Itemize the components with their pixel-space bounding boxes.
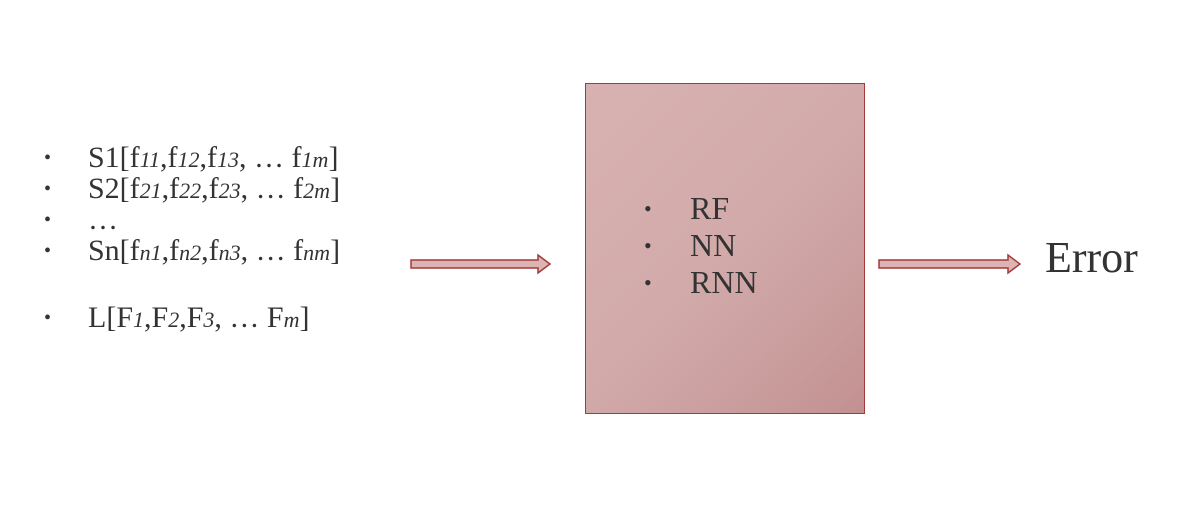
bullet: • <box>44 178 52 200</box>
text-segment: ,f <box>199 141 218 174</box>
model-item-rnn: • RNN <box>644 264 758 301</box>
bullet: • <box>44 209 52 231</box>
text-segment: ] <box>330 172 341 205</box>
model-list: • RF • NN • RNN <box>644 190 758 301</box>
text-segment: ] <box>328 141 339 174</box>
model-label: RNN <box>690 264 758 300</box>
text-segment: ,f <box>161 172 180 205</box>
text-segment: ,F <box>179 301 204 334</box>
text-segment: , … f <box>240 172 304 205</box>
italic-index: 21 <box>139 178 162 203</box>
bullet: • <box>44 147 52 169</box>
text-segment: ,f <box>160 141 178 174</box>
model-label: NN <box>690 227 737 263</box>
text-segment: S1[f <box>88 141 140 174</box>
italic-index: 2 <box>168 307 180 332</box>
bullet: • <box>644 270 652 295</box>
italic-index: 2m <box>303 178 331 203</box>
text-segment: , … F <box>214 301 284 334</box>
input-to-model-arrow <box>410 253 552 275</box>
italic-index: 3 <box>203 307 215 332</box>
list-item: • Sn[f n1 ,f n2 ,f n3, … f nm] <box>44 235 340 266</box>
model-item-rf: • RF <box>644 190 758 227</box>
text-segment: S2[f <box>88 172 140 205</box>
text-segment: ] <box>299 301 310 334</box>
text-segment: ] <box>330 234 341 267</box>
arrow-shape <box>410 253 552 275</box>
output-error-label: Error <box>1045 233 1138 282</box>
sequence-s1-text: S1[f 11 ,f 12 ,f 13, … f 1m] <box>88 142 338 175</box>
model-box: • RF • NN • RNN <box>585 83 865 414</box>
model-item-nn: • NN <box>644 227 758 264</box>
model-label: RF <box>690 190 730 226</box>
italic-index: 1m <box>301 147 329 172</box>
italic-index: 22 <box>179 178 202 203</box>
italic-index: 12 <box>177 147 200 172</box>
text-segment: L[F <box>88 301 133 334</box>
text-segment: ,f <box>161 234 180 267</box>
text-segment: ,f <box>201 234 219 267</box>
input-feature-list: • S1[f 11 ,f 12 ,f 13, … f 1m] • S2[f 21 ,f 22 ,f 2… <box>44 142 340 333</box>
italic-index: n2 <box>179 240 202 265</box>
italic-index: 23 <box>218 178 241 203</box>
list-item: • S1[f 11 ,f 12 ,f 13, … f 1m] <box>44 142 340 173</box>
list-item: • S2[f 21 ,f 22 ,f 23, … f 2m] <box>44 173 340 204</box>
ellipsis-text: … <box>88 204 118 235</box>
italic-index: n1 <box>139 240 162 265</box>
text-segment: ,f <box>201 172 219 205</box>
bullet: • <box>644 196 652 221</box>
text-segment: ,F <box>144 301 169 334</box>
sequence-s2-text: S2[f 21 ,f 22 ,f 23, … f 2m] <box>88 173 340 206</box>
italic-index: n3 <box>218 240 241 265</box>
text-segment: , … f <box>239 141 302 174</box>
bullet: • <box>44 240 52 262</box>
italic-index: 11 <box>139 147 161 172</box>
italic-index: 1 <box>133 307 144 332</box>
text-segment: Sn[f <box>88 234 140 267</box>
model-to-output-arrow <box>878 253 1022 275</box>
sequence-sn-text: Sn[f n1 ,f n2 ,f n3, … f nm] <box>88 235 340 268</box>
text-segment: … <box>88 203 118 236</box>
bullet: • <box>44 307 52 329</box>
bullet: • <box>644 233 652 258</box>
text-segment: , … f <box>240 234 304 267</box>
italic-index: 13 <box>217 147 240 172</box>
arrow-shape <box>878 253 1022 275</box>
list-item: • … <box>44 204 340 235</box>
italic-index: m <box>283 307 300 332</box>
italic-index: nm <box>303 240 331 265</box>
